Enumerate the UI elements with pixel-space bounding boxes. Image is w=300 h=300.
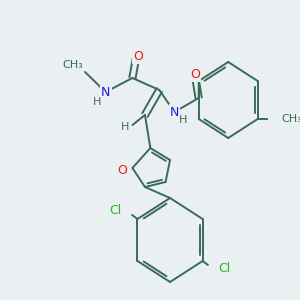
Text: H: H	[121, 122, 130, 132]
Text: O: O	[133, 50, 143, 62]
Text: Cl: Cl	[219, 262, 231, 275]
Text: Cl: Cl	[109, 205, 122, 218]
Text: N: N	[170, 106, 179, 118]
Text: CH₃: CH₃	[62, 60, 83, 70]
Text: CH₃: CH₃	[281, 114, 300, 124]
Text: O: O	[190, 68, 200, 80]
Text: H: H	[179, 115, 188, 125]
Text: N: N	[101, 85, 110, 98]
Text: H: H	[92, 97, 101, 107]
Text: O: O	[117, 164, 127, 176]
